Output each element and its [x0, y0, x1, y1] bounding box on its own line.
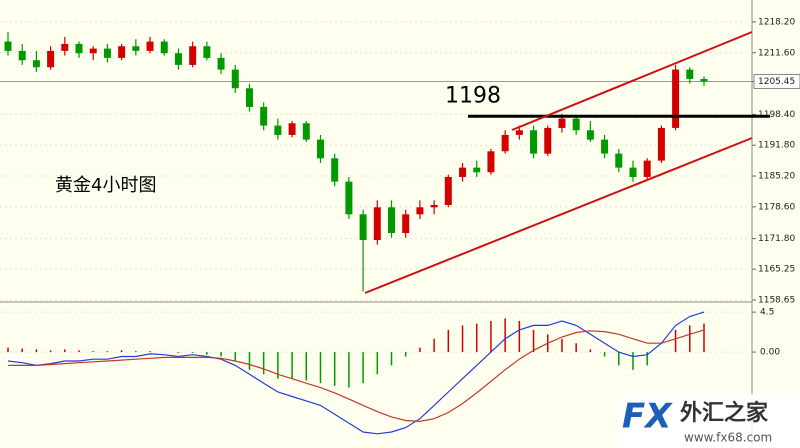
candle-body — [75, 43, 83, 54]
candle-body — [146, 41, 154, 51]
candle-body — [586, 130, 594, 140]
candle-body — [217, 57, 225, 70]
candle-body — [672, 69, 680, 128]
candle-body — [629, 167, 637, 177]
candle-body — [118, 46, 126, 58]
candle-body — [515, 130, 523, 135]
candle-body — [331, 158, 339, 182]
y-tick-label: 1178.60 — [758, 202, 795, 212]
y-tick-label: 1158.65 — [758, 296, 795, 306]
price-panel: 1218.20 1211.60 1205.45 1198.40 1191.80 1185.… — [0, 17, 800, 306]
macd-line — [7, 311, 705, 435]
macd-line — [8, 329, 705, 423]
watermark-name: 外汇之家 — [680, 400, 769, 426]
candle-body — [245, 88, 253, 107]
candle-body — [487, 151, 495, 173]
candle-body — [174, 53, 182, 65]
y-tick-label: 1218.20 — [758, 17, 795, 27]
candle-body — [388, 207, 396, 233]
candle-body — [572, 118, 580, 131]
current-price-box — [753, 73, 800, 89]
candle-body — [89, 48, 97, 54]
annotation: 黄金4小时图 — [55, 175, 156, 196]
candle-body — [615, 153, 623, 168]
candle-body — [32, 60, 40, 68]
candle-body — [501, 134, 509, 152]
candle-body — [657, 127, 665, 161]
candle-body — [643, 160, 651, 177]
y-tick-label: 1171.80 — [758, 234, 795, 244]
y-tick-label: 1211.60 — [758, 48, 795, 58]
candle-body — [47, 50, 55, 68]
watermark-url: www.fx68.com — [684, 431, 772, 445]
candle-body — [160, 41, 168, 54]
watermark-bg — [618, 394, 800, 448]
candle-body — [530, 130, 538, 154]
channel-upper — [511, 31, 753, 131]
level-label: 1198 — [445, 83, 501, 108]
candle-body — [274, 125, 282, 135]
candle-body — [4, 41, 12, 51]
candle-body — [402, 214, 410, 233]
candle-body — [444, 176, 452, 205]
channel-lower — [364, 137, 753, 294]
candle-body — [686, 69, 694, 79]
y-tick-label: 1198.40 — [758, 110, 795, 120]
candle-body — [700, 78, 708, 82]
watermark: FX 外汇之家 www.fx68.com — [618, 394, 800, 448]
candle-body — [473, 167, 481, 173]
candle-body — [132, 46, 140, 51]
y-tick-label: 1191.80 — [758, 141, 795, 151]
candle-body — [61, 43, 69, 51]
y-tick-label: 1165.25 — [758, 265, 795, 275]
candle-body — [189, 46, 197, 65]
candle-body — [459, 167, 467, 177]
candle-body — [18, 50, 26, 61]
y-tick-label: 1185.20 — [758, 172, 795, 182]
y-tick-label: 4.5 — [760, 308, 774, 318]
watermark-logo: FX — [622, 397, 673, 437]
candle-body — [203, 46, 211, 58]
candle-body — [302, 123, 310, 140]
candle-body — [316, 139, 324, 159]
candle-body — [359, 214, 367, 240]
candle-body — [601, 139, 609, 154]
candle-body — [288, 123, 296, 135]
macd-panel: 4.5 0.00 — [0, 308, 780, 435]
candle-body — [373, 207, 381, 240]
candle-body — [416, 207, 424, 215]
candle-body — [558, 118, 566, 128]
candle-body — [103, 48, 111, 58]
candle-body — [345, 181, 353, 215]
candle-body — [430, 204, 438, 208]
candle-body — [260, 106, 268, 126]
candle-body — [544, 127, 552, 154]
candle-body — [231, 69, 239, 89]
y-tick-label: 1205.45 — [758, 77, 795, 87]
y-tick-label: 0.00 — [760, 348, 780, 358]
